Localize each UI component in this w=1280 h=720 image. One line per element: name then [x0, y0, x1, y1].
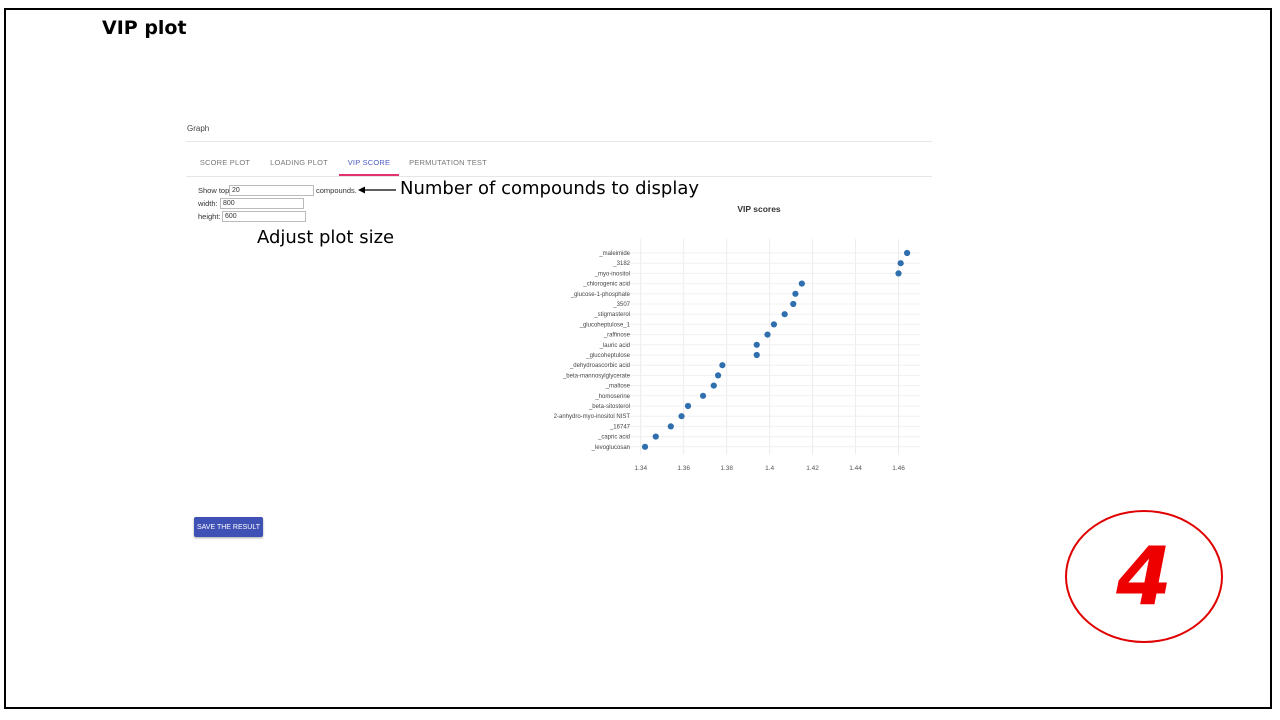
x-tick-label: 1.38	[720, 465, 733, 472]
category-label: 2-anhydro-myo-inositol NIST	[554, 414, 631, 420]
x-tick-label: 1.36	[677, 465, 690, 472]
slide-title: VIP plot	[102, 17, 187, 39]
data-point	[684, 402, 692, 410]
data-point	[770, 321, 778, 328]
category-label: _homoserine	[594, 394, 630, 400]
category-label: _myo-inositol	[594, 271, 630, 277]
data-point	[753, 351, 760, 359]
category-label: _3182	[612, 261, 630, 267]
category-label: _raffinose	[603, 333, 631, 339]
compounds-annotation: Number of compounds to display	[400, 178, 700, 199]
tab-permutation-test[interactable]: PERMUTATION TEST	[409, 158, 487, 167]
panel-divider	[186, 141, 932, 142]
data-point	[699, 392, 707, 399]
data-point	[710, 382, 717, 389]
data-point	[895, 270, 902, 277]
category-label: _maleimide	[598, 251, 630, 257]
category-label: _lauric acid	[599, 343, 630, 349]
chart-title: VIP scores	[737, 204, 781, 214]
height-label: height:	[198, 212, 221, 221]
category-label: _16747	[609, 424, 631, 430]
category-label: _capric acid	[597, 435, 630, 441]
category-label: _stigmasterol	[593, 312, 630, 318]
chart-grid	[626, 239, 920, 455]
x-tick-label: 1.46	[892, 465, 905, 472]
category-label: _glucose-1-phosphate	[570, 292, 631, 298]
slide-frame	[4, 8, 1272, 709]
show-top-label: Show top	[198, 186, 230, 195]
category-label: _chlorogenic acid	[582, 282, 630, 288]
data-point	[714, 372, 722, 379]
data-point	[652, 433, 659, 440]
x-tick-labels: 1.34 1.36 1.38 1.4 1.42 1.44 1.46	[634, 465, 905, 472]
tab-bar: SCORE PLOT LOADING PLOT VIP SCORE PERMUT…	[186, 150, 932, 177]
tab-score-plot[interactable]: SCORE PLOT	[199, 158, 251, 167]
width-input[interactable]	[220, 198, 304, 209]
data-point	[792, 290, 799, 297]
tab-loading-plot[interactable]: LOADING PLOT	[270, 158, 328, 167]
category-label: _dehydroascorbic acid	[569, 363, 630, 369]
show-top-input[interactable]	[229, 185, 314, 196]
data-point	[790, 300, 797, 308]
compounds-label: compounds.	[316, 186, 357, 195]
step-badge: 4	[1065, 510, 1223, 643]
category-label: _maltose	[605, 384, 631, 390]
plot-size-annotation: Adjust plot size	[257, 227, 395, 248]
data-point	[897, 260, 904, 267]
x-tick-label: 1.42	[806, 465, 819, 472]
width-label: width:	[198, 199, 218, 208]
category-label: _3507	[612, 302, 630, 308]
vip-score-chart: VIP scores _maleimide_3182_myo-inositol_…	[554, 204, 920, 472]
data-point	[667, 423, 674, 430]
save-result-button[interactable]: SAVE THE RESULT	[194, 517, 263, 537]
data-point	[719, 362, 726, 369]
data-point	[798, 280, 805, 287]
data-point	[678, 413, 685, 420]
x-tick-label: 1.34	[634, 465, 647, 472]
data-point	[781, 311, 788, 318]
category-label: _glucoheptulose_1	[579, 322, 631, 328]
arrow-left-icon	[358, 186, 396, 194]
height-input[interactable]	[222, 211, 306, 222]
x-tick-label: 1.4	[765, 465, 774, 472]
data-points	[641, 249, 911, 450]
category-label: _glucoheptulose	[585, 353, 630, 359]
x-tick-label: 1.44	[849, 465, 862, 472]
data-point	[641, 443, 649, 450]
tab-vip-score[interactable]: VIP SCORE	[339, 150, 399, 176]
data-point	[753, 341, 760, 348]
category-label: _beta-sitosterol	[588, 404, 630, 410]
category-labels: _maleimide _3182 _myo-inositol _chlorogenic…	[554, 251, 631, 451]
panel-title: Graph	[187, 124, 210, 133]
category-label: _beta-mannosylglycerate	[562, 373, 631, 379]
data-point	[904, 249, 911, 257]
data-point	[764, 331, 771, 338]
step-number: 4	[1116, 530, 1172, 623]
category-label: _levoglucosan	[591, 445, 630, 451]
